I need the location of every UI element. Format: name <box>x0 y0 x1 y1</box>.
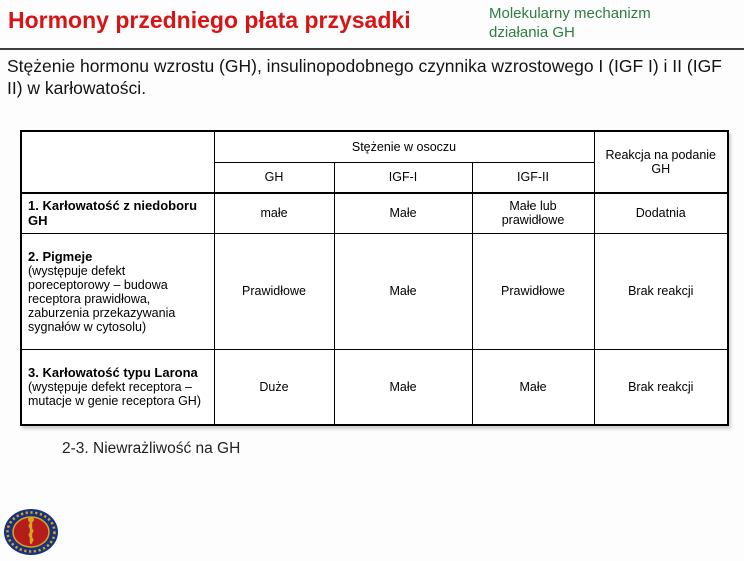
cell-igf2: Małe lub prawidłowe <box>471 192 595 234</box>
row-label-bold: 3. Karłowatość typu Larona <box>28 365 198 381</box>
cell-gh: małe <box>213 192 335 234</box>
cell-igf1: Małe <box>333 232 473 350</box>
cell-gh: Prawidłowe <box>213 232 335 350</box>
cell-reaction: Brak reakcji <box>593 232 729 350</box>
page-subtitle: Molekularny mechanizm działania GH <box>489 5 651 41</box>
header-igf1-cell: IGF-I <box>333 161 473 194</box>
cell-igf2: Małe <box>471 348 595 426</box>
footnote-text: 2-3. Niewrażliwość na GH <box>62 440 241 457</box>
table-row: 1. Karłowatość z niedoboru GH małe Małe … <box>20 192 729 234</box>
table-row: 2. Pigmeje (występuje defekt poreceptoro… <box>20 232 729 350</box>
table-row: 3. Karłowatość typu Larona (występuje de… <box>20 348 729 426</box>
cell-igf1: Małe <box>333 348 473 426</box>
cell-reaction: Brak reakcji <box>593 348 729 426</box>
cell-igf2: Prawidłowe <box>471 232 595 350</box>
university-seal-logo <box>3 508 59 556</box>
header-empty-cell <box>20 130 215 194</box>
row-label: 2. Pigmeje (występuje defekt poreceptoro… <box>20 232 215 350</box>
row-label: 1. Karłowatość z niedoboru GH <box>20 192 215 234</box>
page-title: Hormony przedniego płata przysadki <box>8 7 411 33</box>
intro-text: Stężenie hormonu wzrostu (GH), insulinop… <box>7 56 722 98</box>
gh-concentration-table: Stężenie w osoczu Reakcja na podanie GH … <box>20 130 729 426</box>
header-group-cell: Stężenie w osoczu <box>213 130 595 163</box>
table-header-row-sub: GH IGF-I IGF-II <box>21 161 728 194</box>
row-label-normal: (występuje defekt poreceptorowy – budowa… <box>28 263 176 334</box>
row-label: 3. Karłowatość typu Larona (występuje de… <box>20 348 215 426</box>
cell-igf1: Małe <box>333 192 473 234</box>
row-label-normal: (występuje defekt receptora – mutacje w … <box>28 380 201 409</box>
cell-gh: Duże <box>213 348 335 426</box>
header-reaction-cell: Reakcja na podanie GH <box>593 130 729 194</box>
header-igf2-cell: IGF-II <box>471 161 595 194</box>
row-label-bold: 2. Pigmeje <box>28 248 93 264</box>
table-header-row-group: Stężenie w osoczu Reakcja na podanie GH <box>20 130 729 194</box>
header-gh-cell: GH <box>213 161 335 194</box>
cell-reaction: Dodatnia <box>593 192 729 234</box>
title-divider <box>0 48 744 50</box>
university-seal-icon <box>4 509 58 555</box>
row-label-bold: 1. Karłowatość z niedoboru GH <box>28 198 198 229</box>
